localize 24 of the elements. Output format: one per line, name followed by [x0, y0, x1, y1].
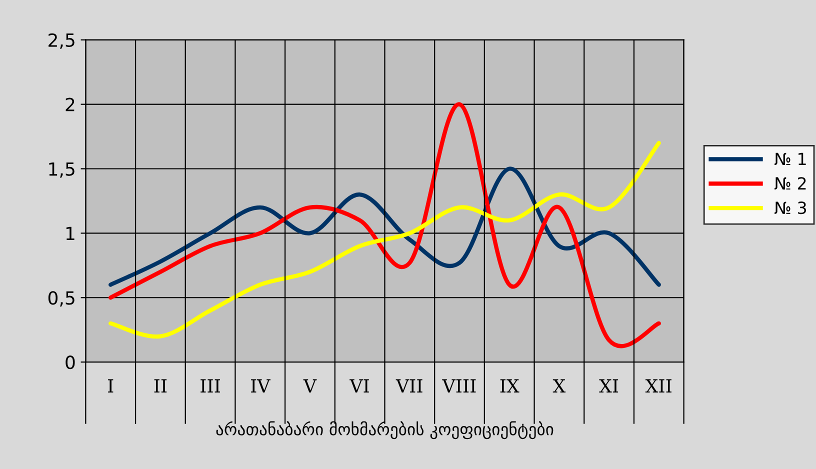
x-tick-label: II [154, 379, 167, 392]
x-tick-label: III [200, 379, 220, 392]
line-series [108, 140, 661, 339]
y-tick-label: 0 [66, 356, 75, 370]
y-tick-label: 1 [66, 226, 74, 240]
x-tick-label: VII [396, 379, 422, 392]
x-tick-label: I [108, 379, 114, 392]
legend-label: № 1 [774, 152, 806, 165]
x-tick-label: VI [350, 379, 369, 392]
y-tick-label: 0,5 [48, 291, 74, 307]
legend-label: № 2 [774, 177, 806, 190]
x-tick-label: X [552, 379, 566, 392]
y-tick-label: 2,5 [48, 33, 74, 49]
legend-label: № 3 [774, 202, 806, 214]
x-tick-label: VIII [442, 379, 476, 392]
x-axis-title: არათანაბარი მოხმარების კოეფიციენტები [216, 421, 554, 440]
x-tick-label: XI [599, 379, 618, 392]
x-tick-label: V [303, 379, 317, 392]
y-tick-label: 1,5 [49, 162, 74, 178]
y-tick-label: 2 [66, 98, 74, 112]
line-series [108, 166, 661, 287]
x-tick-label: XII [645, 379, 672, 392]
x-tick-label: IX [500, 379, 520, 392]
x-tick-label: IV [251, 379, 270, 392]
